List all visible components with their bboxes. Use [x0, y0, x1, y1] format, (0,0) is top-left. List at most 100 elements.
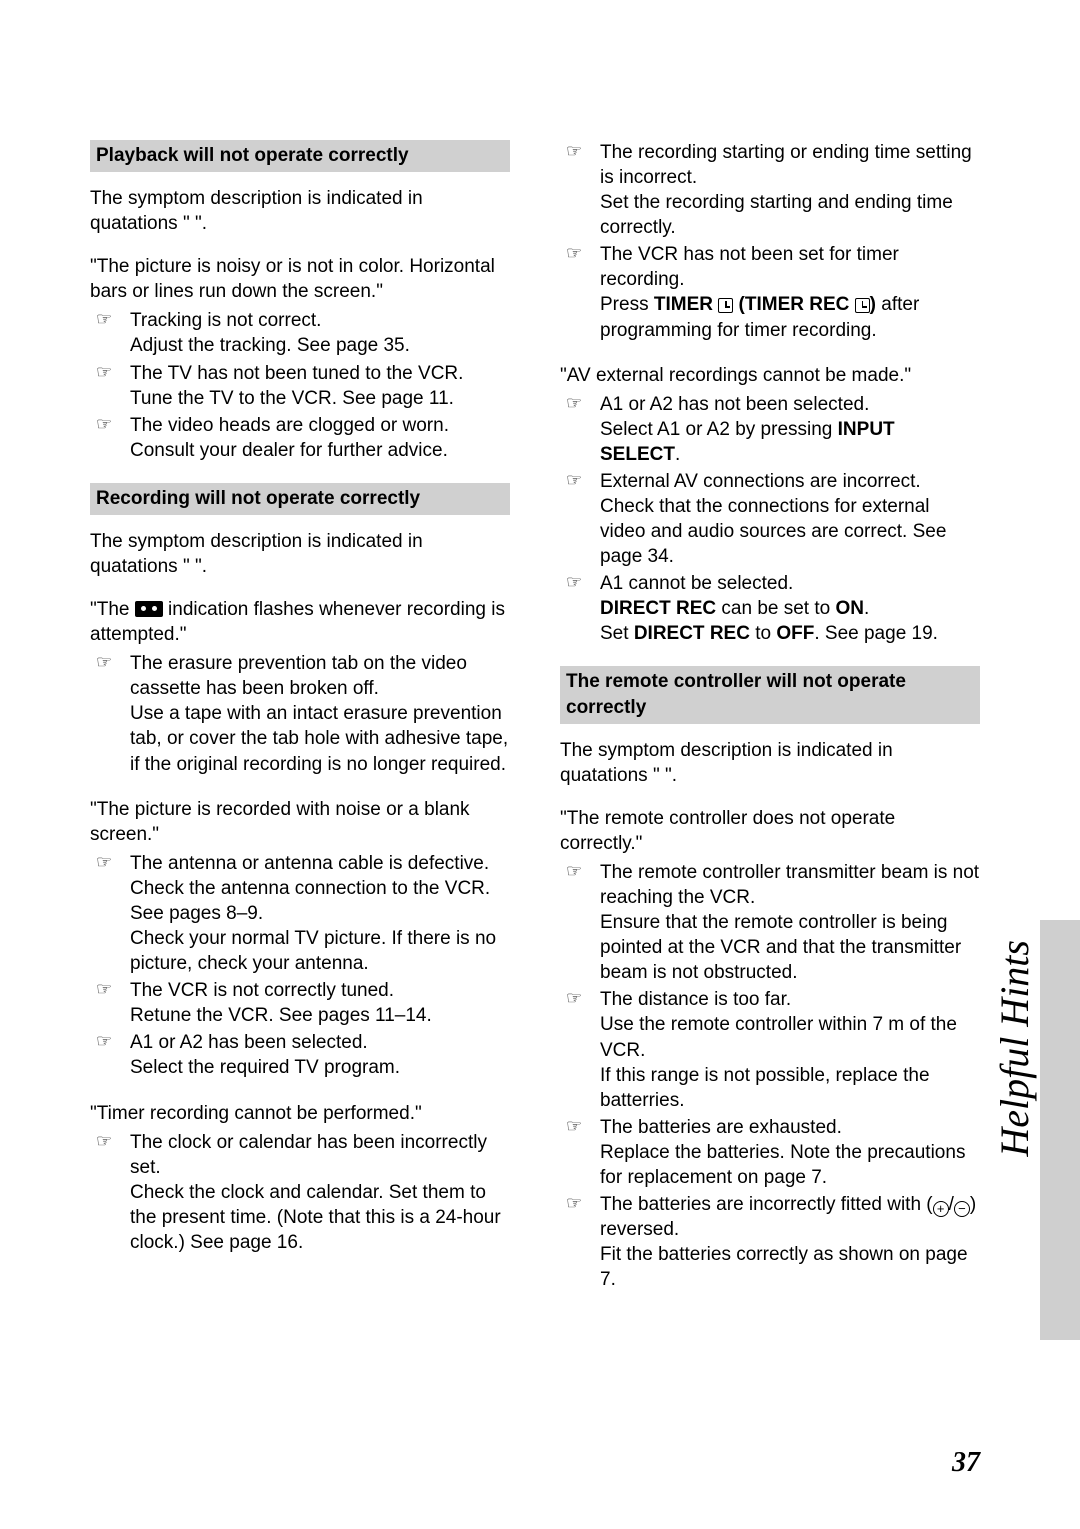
bullet-item: The distance is too far. Use the remote …: [600, 987, 980, 1112]
heading-recording: Recording will not operate correctly: [90, 483, 510, 515]
intro-text: The symptom description is indicated in …: [90, 186, 510, 236]
remedy: Replace the batteries. Note the precauti…: [600, 1142, 965, 1188]
cause: Tracking is not correct.: [130, 310, 321, 331]
bullet-list: The erasure prevention tab on the video …: [90, 651, 510, 776]
bullet-item: A1 or A2 has been selected. Select the r…: [130, 1030, 510, 1080]
clock-icon: [855, 298, 870, 313]
bullet-list: The clock or calendar has been incorrect…: [90, 1130, 510, 1255]
heading-remote: The remote controller will not operate c…: [560, 666, 980, 723]
remedy: Consult your dealer for further advice.: [130, 440, 448, 461]
cause: The antenna or antenna cable is defectiv…: [130, 853, 489, 874]
bold-text: (: [733, 294, 745, 315]
intro-text: The symptom description is indicated in …: [560, 738, 980, 788]
remedy: Press TIMER (TIMER REC ) after programmi…: [600, 294, 919, 340]
bullet-item: The VCR is not correctly tuned. Retune t…: [130, 978, 510, 1028]
cause: The VCR has not been set for timer recor…: [600, 244, 899, 290]
text-fragment: Set: [600, 623, 634, 644]
symptom-text: "AV external recordings cannot be made.": [560, 363, 980, 388]
bullet-item: The VCR has not been set for timer recor…: [600, 242, 980, 342]
symptom-text: "The picture is recorded with noise or a…: [90, 797, 510, 847]
bold-text: ON: [835, 598, 864, 619]
remedy: Select A1 or A2 by pressing INPUT SELECT…: [600, 419, 895, 465]
page-content: Playback will not operate correctly The …: [0, 0, 1080, 1354]
remedy: If this range is not possible, replace t…: [600, 1065, 930, 1111]
cause: The batteries are incorrectly fitted wit…: [600, 1194, 976, 1240]
bullet-item: The clock or calendar has been incorrect…: [130, 1130, 510, 1255]
remedy: Check the antenna connection to the VCR.…: [130, 878, 490, 924]
text-fragment: .: [675, 444, 680, 465]
bullet-item: A1 cannot be selected. DIRECT REC can be…: [600, 571, 980, 646]
text-fragment: Press: [600, 294, 654, 315]
tape-icon: [135, 601, 163, 617]
left-column: Playback will not operate correctly The …: [90, 140, 510, 1294]
text-fragment: The batteries are incorrectly fitted wit…: [600, 1194, 933, 1215]
cause: A1 or A2 has not been selected.: [600, 394, 869, 415]
bullet-list: The antenna or antenna cable is defectiv…: [90, 851, 510, 1081]
remedy: Check your normal TV picture. If there i…: [130, 928, 496, 974]
bullet-item: The batteries are exhausted. Replace the…: [600, 1115, 980, 1190]
clock-icon: [718, 298, 733, 313]
bold-text: TIMER: [654, 294, 713, 315]
side-label: Helpful Hints: [991, 940, 1038, 1157]
cause: The erasure prevention tab on the video …: [130, 653, 467, 699]
text-fragment: "The: [90, 599, 135, 620]
bullet-list: Tracking is not correct. Adjust the trac…: [90, 308, 510, 462]
remedy: Retune the VCR. See pages 11–14.: [130, 1005, 432, 1026]
remedy: Adjust the tracking. See page 35.: [130, 335, 410, 356]
text-fragment: Select A1 or A2 by pressing: [600, 419, 838, 440]
bold-text: TIMER REC: [745, 294, 850, 315]
remedy: Fit the batteries correctly as shown on …: [600, 1244, 968, 1290]
text-fragment: can be set to: [716, 598, 835, 619]
page-number: 37: [952, 1447, 980, 1479]
right-column: The recording starting or ending time se…: [560, 140, 980, 1294]
bullet-item: The batteries are incorrectly fitted wit…: [600, 1192, 980, 1292]
cause: The remote controller transmitter beam i…: [600, 862, 979, 908]
bullet-item: The recording starting or ending time se…: [600, 140, 980, 240]
bullet-item: External AV connections are incorrect. C…: [600, 469, 980, 569]
remedy: Check that the connections for external …: [600, 496, 946, 567]
text-fragment: to: [750, 623, 776, 644]
bullet-item: A1 or A2 has not been selected. Select A…: [600, 392, 980, 467]
text-fragment: /: [949, 1194, 954, 1215]
bullet-item: The video heads are clogged or worn. Con…: [130, 413, 510, 463]
remedy: Ensure that the remote controller is bei…: [600, 912, 961, 983]
bullet-list: The recording starting or ending time se…: [560, 140, 980, 343]
remedy: Use a tape with an intact erasure preven…: [130, 703, 508, 774]
plus-icon: +: [933, 1201, 949, 1217]
bullet-item: The remote controller transmitter beam i…: [600, 860, 980, 985]
side-tab: [1040, 920, 1080, 1340]
bullet-item: Tracking is not correct. Adjust the trac…: [130, 308, 510, 358]
bullet-item: The antenna or antenna cable is defectiv…: [130, 851, 510, 976]
cause: External AV connections are incorrect.: [600, 471, 921, 492]
bold-text: DIRECT REC: [600, 598, 716, 619]
remedy: Set the recording starting and ending ti…: [600, 192, 953, 238]
bullet-list: The remote controller transmitter beam i…: [560, 860, 980, 1292]
symptom-text: "The picture is noisy or is not in color…: [90, 254, 510, 304]
cause: The clock or calendar has been incorrect…: [130, 1132, 487, 1178]
symptom-text: "The indication flashes whenever recordi…: [90, 597, 510, 647]
cause: The recording starting or ending time se…: [600, 142, 972, 188]
bold-text: DIRECT REC: [634, 623, 750, 644]
symptom-text: "Timer recording cannot be performed.": [90, 1101, 510, 1126]
cause: The VCR is not correctly tuned.: [130, 980, 394, 1001]
cause: The distance is too far.: [600, 989, 791, 1010]
cause: A1 or A2 has been selected.: [130, 1032, 368, 1053]
minus-icon: −: [954, 1201, 970, 1217]
heading-playback: Playback will not operate correctly: [90, 140, 510, 172]
remedy: Set DIRECT REC to OFF. See page 19.: [600, 623, 938, 644]
text-fragment: .: [864, 598, 869, 619]
cause: The video heads are clogged or worn.: [130, 415, 449, 436]
cause: The batteries are exhausted.: [600, 1117, 842, 1138]
remedy: Use the remote controller within 7 m of …: [600, 1014, 957, 1060]
intro-text: The symptom description is indicated in …: [90, 529, 510, 579]
bullet-list: A1 or A2 has not been selected. Select A…: [560, 392, 980, 647]
cause: A1 cannot be selected.: [600, 573, 793, 594]
bold-text: OFF: [776, 623, 814, 644]
text-fragment: . See page 19.: [814, 623, 938, 644]
remedy: DIRECT REC can be set to ON.: [600, 598, 869, 619]
remedy: Tune the TV to the VCR. See page 11.: [130, 388, 454, 409]
remedy: Check the clock and calendar. Set them t…: [130, 1182, 501, 1253]
bullet-item: The TV has not been tuned to the VCR. Tu…: [130, 361, 510, 411]
remedy: Select the required TV program.: [130, 1057, 400, 1078]
symptom-text: "The remote controller does not operate …: [560, 806, 980, 856]
